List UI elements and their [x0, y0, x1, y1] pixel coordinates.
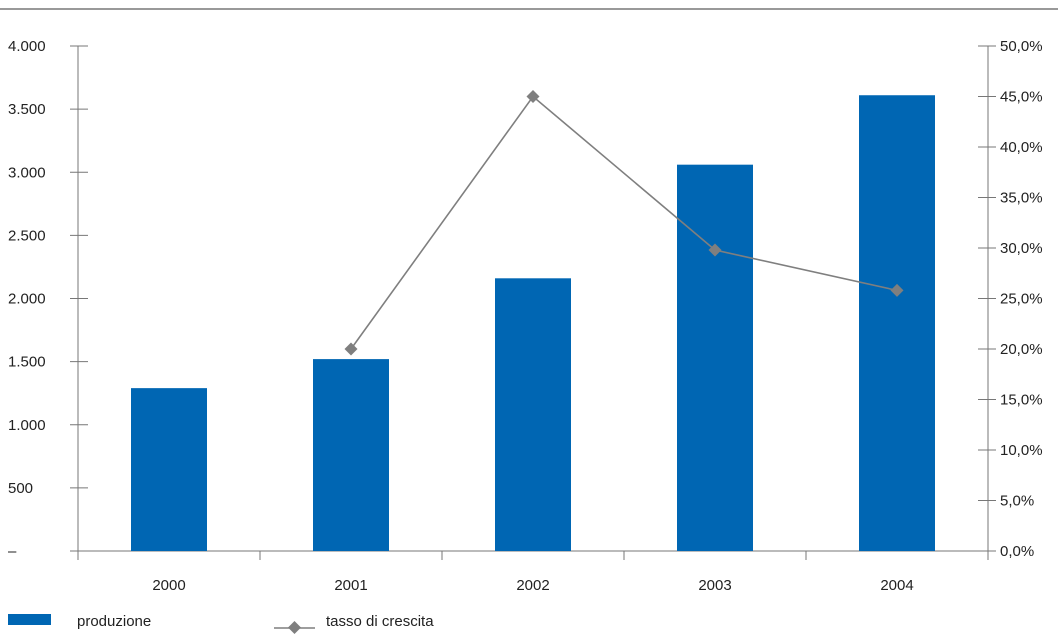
data-point [526, 90, 540, 103]
bar [495, 278, 571, 551]
bar-series-produzione [131, 95, 935, 552]
legend-swatch-produzione [8, 614, 51, 625]
y-left-tick-label: 4.000 [8, 38, 46, 55]
x-tick-label: 2000 [152, 577, 185, 594]
x-tick-label: 2002 [516, 577, 549, 594]
y-right-tick-label: 20,0% [1000, 341, 1043, 358]
y-right-tick-label: 5,0% [1000, 493, 1034, 510]
y-right-tick-label: 30,0% [1000, 240, 1043, 257]
data-point [344, 342, 358, 356]
y-right-tick-label: 40,0% [1000, 139, 1043, 156]
y-left-tick-label: 3.500 [8, 101, 46, 118]
data-point [708, 243, 722, 257]
y-right-tick-label: 25,0% [1000, 291, 1043, 308]
y-left-tick-label: 1.000 [8, 417, 46, 434]
x-tick-label: 2001 [334, 577, 367, 594]
x-tick-label: 2004 [880, 577, 913, 594]
data-point [890, 283, 904, 297]
y-left-tick-label: 3.000 [8, 164, 46, 181]
bar [677, 164, 753, 552]
bar [859, 95, 935, 552]
bar [313, 359, 389, 551]
legend-marker-tasso-di-crescita [288, 621, 301, 634]
legend-label-produzione: produzione [77, 613, 151, 630]
legend: produzione tasso di crescita [8, 613, 434, 634]
bar [131, 388, 207, 551]
series-line [350, 95, 898, 350]
x-tick-label: 2003 [698, 577, 731, 594]
y-left-tick-label: 500 [8, 480, 33, 497]
legend-label-tasso-di-crescita: tasso di crescita [326, 613, 434, 630]
y-right-tick-label: 45,0% [1000, 89, 1043, 106]
y-left-tick-label: 2.000 [8, 291, 46, 308]
y-left-tick-label: 1.500 [8, 354, 46, 371]
y-right-tick-label: 0,0% [1000, 543, 1034, 560]
line-series-tasso-di-crescita [344, 90, 904, 356]
y-right-tick-label: 10,0% [1000, 442, 1043, 459]
axes: – 500 1.000 1.500 2.000 2.500 3.000 3.500 4.000 0… [8, 38, 1043, 594]
y-left-tick-label: 2.500 [8, 227, 46, 244]
y-right-tick-label: 15,0% [1000, 392, 1043, 409]
y-left-tick-label: – [8, 543, 17, 560]
y-right-tick-label: 35,0% [1000, 190, 1043, 207]
y-right-tick-label: 50,0% [1000, 38, 1043, 55]
